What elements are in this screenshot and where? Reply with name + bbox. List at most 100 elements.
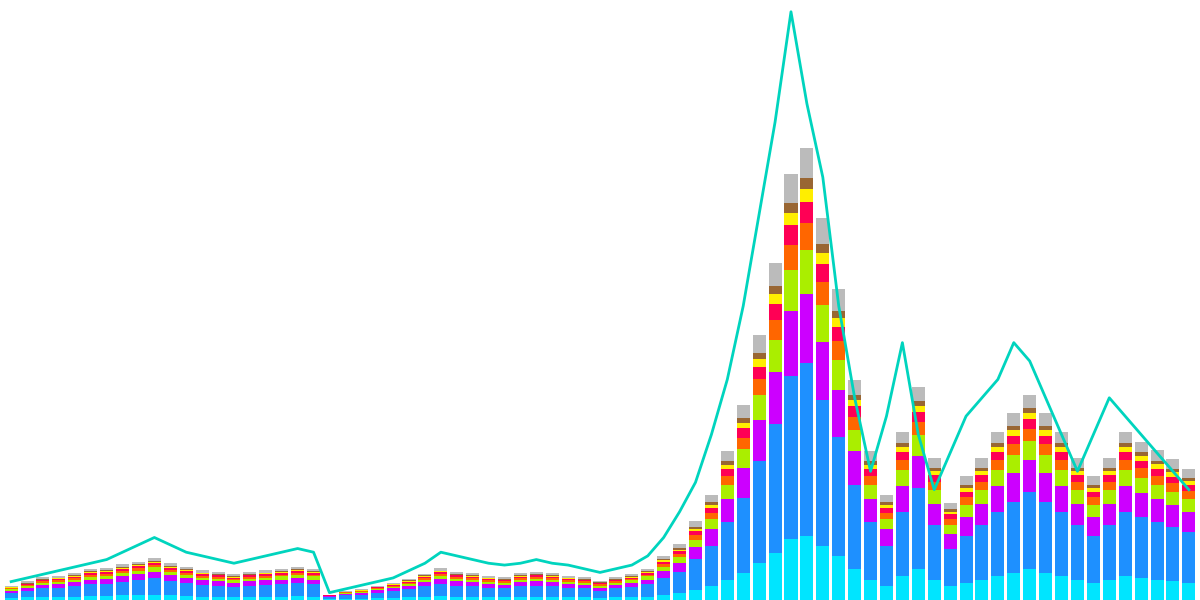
Bar bbox=[84, 571, 97, 572]
Bar bbox=[53, 588, 66, 596]
Bar bbox=[689, 521, 702, 527]
Bar bbox=[482, 584, 496, 588]
Bar bbox=[180, 571, 193, 572]
Bar bbox=[498, 583, 511, 585]
Bar bbox=[752, 395, 766, 421]
Bar bbox=[1055, 452, 1068, 460]
Bar bbox=[1134, 468, 1147, 478]
Bar bbox=[1166, 505, 1180, 527]
Bar bbox=[1118, 576, 1132, 600]
Bar bbox=[960, 497, 972, 505]
Bar bbox=[594, 590, 606, 598]
Bar bbox=[68, 596, 82, 600]
Bar bbox=[1103, 458, 1116, 468]
Bar bbox=[625, 580, 638, 583]
Bar bbox=[1070, 490, 1084, 504]
Bar bbox=[1055, 431, 1068, 443]
Bar bbox=[752, 421, 766, 461]
Bar bbox=[1039, 455, 1052, 473]
Bar bbox=[244, 575, 257, 577]
Bar bbox=[434, 579, 448, 584]
Bar bbox=[1182, 481, 1195, 485]
Bar bbox=[912, 406, 925, 412]
Bar bbox=[943, 534, 956, 549]
Bar bbox=[355, 595, 367, 599]
Bar bbox=[1134, 517, 1147, 578]
Bar bbox=[180, 572, 193, 575]
Bar bbox=[466, 576, 479, 577]
Bar bbox=[737, 404, 750, 418]
Bar bbox=[434, 584, 448, 596]
Bar bbox=[800, 148, 814, 178]
Bar bbox=[928, 468, 941, 471]
Bar bbox=[896, 452, 908, 460]
Bar bbox=[1118, 486, 1132, 512]
Bar bbox=[800, 223, 814, 250]
Bar bbox=[864, 476, 877, 485]
Bar bbox=[1166, 491, 1180, 505]
Bar bbox=[594, 587, 606, 590]
Bar bbox=[1182, 532, 1195, 583]
Bar bbox=[673, 548, 686, 550]
Bar bbox=[116, 565, 130, 567]
Bar bbox=[864, 461, 877, 465]
Bar bbox=[896, 447, 908, 452]
Bar bbox=[36, 596, 49, 600]
Bar bbox=[896, 470, 908, 486]
Bar bbox=[768, 372, 781, 424]
Bar bbox=[610, 583, 623, 585]
Bar bbox=[880, 513, 893, 520]
Bar bbox=[1024, 395, 1037, 409]
Bar bbox=[402, 581, 415, 583]
Bar bbox=[259, 580, 272, 585]
Bar bbox=[196, 580, 209, 585]
Bar bbox=[752, 335, 766, 353]
Bar bbox=[211, 574, 224, 575]
Bar bbox=[20, 585, 34, 586]
Bar bbox=[196, 571, 209, 572]
Bar bbox=[196, 572, 209, 574]
Bar bbox=[800, 363, 814, 536]
Bar bbox=[307, 584, 320, 596]
Bar bbox=[912, 435, 925, 455]
Bar bbox=[338, 594, 352, 595]
Bar bbox=[864, 580, 877, 600]
Bar bbox=[912, 401, 925, 406]
Bar bbox=[562, 579, 575, 580]
Bar bbox=[148, 558, 161, 561]
Bar bbox=[658, 566, 670, 571]
Bar bbox=[53, 575, 66, 578]
Bar bbox=[434, 576, 448, 579]
Bar bbox=[530, 596, 542, 600]
Bar bbox=[625, 587, 638, 597]
Bar bbox=[1070, 526, 1084, 580]
Bar bbox=[132, 595, 145, 600]
Bar bbox=[498, 581, 511, 583]
Bar bbox=[1070, 482, 1084, 490]
Bar bbox=[20, 597, 34, 600]
Bar bbox=[514, 580, 527, 583]
Bar bbox=[785, 376, 798, 539]
Bar bbox=[673, 572, 686, 593]
Bar bbox=[689, 529, 702, 531]
Bar bbox=[737, 573, 750, 600]
Bar bbox=[292, 578, 304, 583]
Bar bbox=[800, 536, 814, 600]
Bar bbox=[1070, 458, 1084, 468]
Bar bbox=[880, 520, 893, 529]
Bar bbox=[1055, 443, 1068, 447]
Bar bbox=[434, 572, 448, 574]
Bar bbox=[848, 430, 862, 451]
Bar bbox=[816, 244, 829, 253]
Bar bbox=[163, 563, 176, 566]
Bar bbox=[594, 586, 606, 587]
Bar bbox=[658, 571, 670, 578]
Bar bbox=[785, 245, 798, 271]
Bar bbox=[419, 596, 432, 600]
Bar bbox=[100, 571, 113, 572]
Bar bbox=[752, 379, 766, 395]
Bar bbox=[116, 568, 130, 569]
Bar bbox=[1070, 475, 1084, 482]
Bar bbox=[1118, 460, 1132, 470]
Bar bbox=[658, 595, 670, 600]
